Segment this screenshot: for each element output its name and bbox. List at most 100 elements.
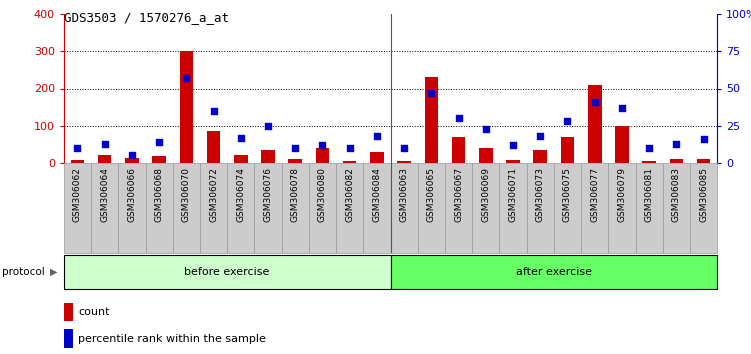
- Bar: [479, 148, 493, 163]
- Text: GSM306079: GSM306079: [617, 167, 626, 222]
- Bar: [397, 161, 411, 163]
- Bar: [370, 152, 384, 163]
- Point: [643, 145, 655, 151]
- Bar: [608, 163, 635, 253]
- Point: [507, 142, 519, 148]
- Bar: [499, 163, 526, 253]
- Bar: [309, 163, 336, 253]
- Bar: [315, 148, 329, 163]
- Text: GSM306072: GSM306072: [209, 167, 218, 222]
- Text: GSM306082: GSM306082: [345, 167, 354, 222]
- Text: ▶: ▶: [50, 267, 58, 277]
- Bar: [363, 163, 391, 253]
- Bar: [526, 163, 554, 253]
- Point: [425, 90, 437, 96]
- Text: GSM306073: GSM306073: [535, 167, 544, 222]
- Point: [344, 145, 356, 151]
- Bar: [697, 159, 710, 163]
- Point: [562, 118, 574, 124]
- Point: [589, 99, 601, 105]
- Bar: [554, 163, 581, 253]
- Text: GSM306077: GSM306077: [590, 167, 599, 222]
- Point: [207, 108, 219, 114]
- Point: [180, 75, 192, 81]
- Point: [616, 105, 628, 111]
- Bar: [71, 160, 84, 163]
- Bar: [125, 158, 139, 163]
- Text: GSM306062: GSM306062: [73, 167, 82, 222]
- Text: GSM306084: GSM306084: [372, 167, 382, 222]
- Bar: [615, 126, 629, 163]
- Bar: [179, 51, 193, 163]
- Bar: [533, 150, 547, 163]
- Text: before exercise: before exercise: [185, 267, 270, 277]
- Text: GDS3503 / 1570276_a_at: GDS3503 / 1570276_a_at: [64, 11, 229, 24]
- Bar: [391, 163, 418, 253]
- Point: [235, 135, 247, 141]
- Text: GSM306066: GSM306066: [128, 167, 137, 222]
- Bar: [91, 163, 119, 253]
- Bar: [173, 163, 200, 253]
- Bar: [581, 163, 608, 253]
- Text: GSM306078: GSM306078: [291, 167, 300, 222]
- Text: GSM306067: GSM306067: [454, 167, 463, 222]
- Bar: [282, 163, 309, 253]
- Bar: [200, 163, 227, 253]
- Text: GSM306083: GSM306083: [672, 167, 681, 222]
- Text: GSM306070: GSM306070: [182, 167, 191, 222]
- Bar: [506, 160, 520, 163]
- Bar: [642, 161, 656, 163]
- Bar: [64, 303, 73, 321]
- Text: GSM306071: GSM306071: [508, 167, 517, 222]
- Text: count: count: [78, 307, 110, 317]
- Bar: [445, 163, 472, 253]
- Bar: [288, 159, 302, 163]
- Point: [698, 136, 710, 142]
- Text: GSM306063: GSM306063: [400, 167, 409, 222]
- Bar: [255, 163, 282, 253]
- Point: [262, 123, 274, 129]
- Text: GSM306074: GSM306074: [237, 167, 246, 222]
- Bar: [670, 159, 683, 163]
- Bar: [561, 137, 575, 163]
- Bar: [146, 163, 173, 253]
- Text: GSM306076: GSM306076: [264, 167, 273, 222]
- Text: after exercise: after exercise: [516, 267, 592, 277]
- Point: [316, 142, 328, 148]
- Text: GSM306064: GSM306064: [100, 167, 109, 222]
- Point: [371, 133, 383, 139]
- Text: GSM306065: GSM306065: [427, 167, 436, 222]
- Point: [398, 145, 410, 151]
- Bar: [261, 150, 275, 163]
- Point: [71, 145, 83, 151]
- Bar: [64, 163, 91, 253]
- Bar: [234, 155, 248, 163]
- Bar: [418, 163, 445, 253]
- Bar: [690, 163, 717, 253]
- Bar: [64, 255, 391, 289]
- Text: GSM306081: GSM306081: [644, 167, 653, 222]
- Bar: [391, 255, 717, 289]
- Text: GSM306085: GSM306085: [699, 167, 708, 222]
- Point: [153, 139, 165, 145]
- Text: protocol: protocol: [2, 267, 44, 277]
- Text: GSM306068: GSM306068: [155, 167, 164, 222]
- Point: [480, 126, 492, 131]
- Bar: [119, 163, 146, 253]
- Point: [98, 141, 110, 146]
- Text: GSM306080: GSM306080: [318, 167, 327, 222]
- Bar: [662, 163, 690, 253]
- Bar: [64, 329, 73, 348]
- Text: percentile rank within the sample: percentile rank within the sample: [78, 334, 266, 344]
- Bar: [207, 131, 220, 163]
- Bar: [98, 155, 111, 163]
- Point: [453, 115, 465, 121]
- Text: GSM306075: GSM306075: [563, 167, 572, 222]
- Bar: [635, 163, 662, 253]
- Bar: [588, 85, 602, 163]
- Point: [126, 153, 138, 158]
- Bar: [424, 78, 438, 163]
- Bar: [472, 163, 499, 253]
- Point: [534, 133, 546, 139]
- Bar: [343, 161, 357, 163]
